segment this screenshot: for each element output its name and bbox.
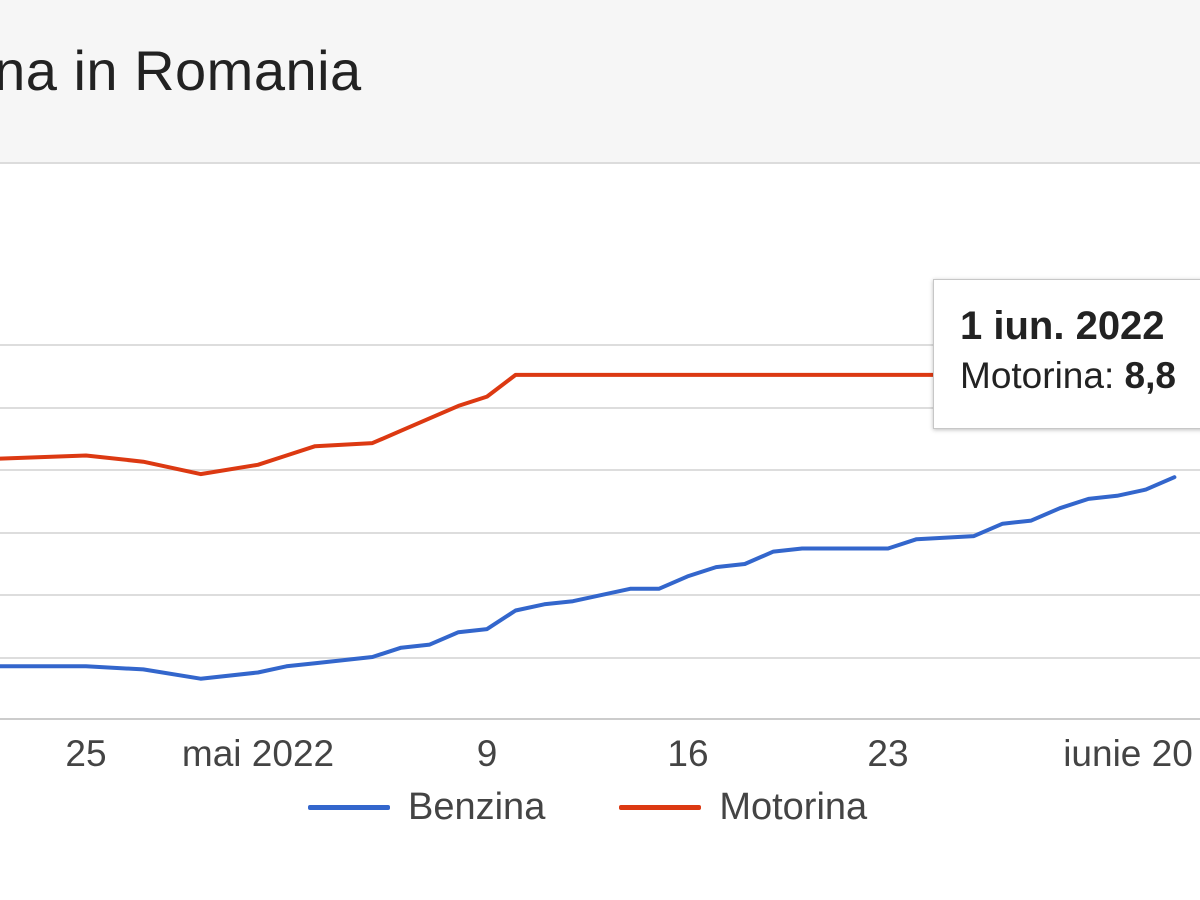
legend-swatch-motorina bbox=[619, 804, 702, 810]
tooltip-row: Motorina: 8,8 bbox=[960, 350, 1200, 402]
legend-label-motorina: Motorina bbox=[719, 785, 868, 828]
x-tick-label: iunie 20 bbox=[1063, 733, 1193, 774]
series-line-benzina[interactable] bbox=[0, 475, 1177, 681]
legend-swatch-benzina bbox=[308, 804, 390, 810]
x-tick-label: 25 bbox=[65, 733, 106, 774]
x-tick-label: 23 bbox=[867, 733, 908, 774]
tooltip-series-label: Motorina: bbox=[960, 355, 1115, 396]
legend-label-benzina: Benzina bbox=[408, 785, 546, 828]
tooltip-value: 8,8 bbox=[1124, 355, 1176, 396]
legend-item-benzina[interactable]: Benzina bbox=[308, 786, 545, 829]
legend-item-motorina[interactable]: Motorina bbox=[619, 786, 867, 829]
tooltip-date: 1 iun. 2022 bbox=[960, 304, 1165, 348]
chart-header: rina in Romania bbox=[0, 0, 1200, 164]
chart-title: rina in Romania bbox=[0, 39, 362, 102]
x-tick-label: 9 bbox=[477, 733, 498, 774]
x-tick-label: 16 bbox=[667, 733, 708, 774]
chart-legend: Benzina Motorina bbox=[308, 784, 941, 830]
data-tooltip: 1 iun. 2022 Motorina: 8,8 bbox=[933, 279, 1200, 429]
x-axis-ticks: 25 mai 2022 9 16 23 iunie 20 bbox=[65, 733, 1192, 774]
x-tick-label: mai 2022 bbox=[182, 733, 334, 774]
gridlines bbox=[0, 344, 1200, 720]
